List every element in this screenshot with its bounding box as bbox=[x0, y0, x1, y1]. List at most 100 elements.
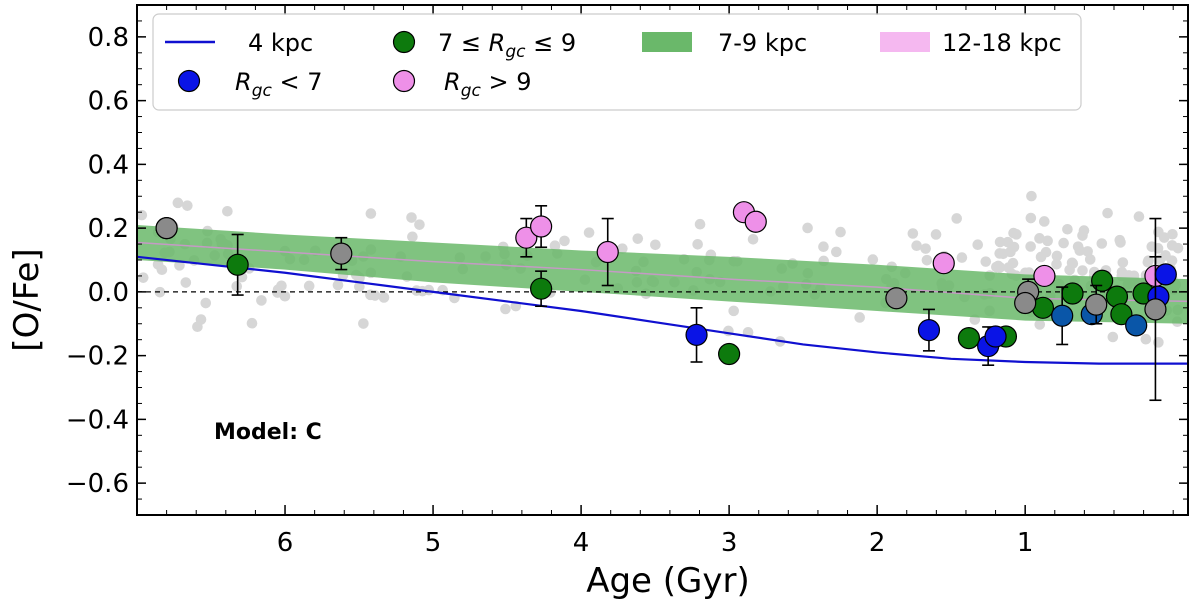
legend-label-outer-part: > 9 bbox=[481, 68, 532, 96]
background-star bbox=[994, 248, 1005, 259]
grey-cluster-point bbox=[155, 217, 178, 240]
y-tick-label: −0.2 bbox=[66, 342, 129, 372]
background-star bbox=[583, 227, 595, 238]
x-tick-label: 3 bbox=[721, 528, 738, 558]
plot-area bbox=[137, 190, 1188, 402]
model-annotation: Model: C bbox=[214, 420, 322, 445]
background-star bbox=[818, 241, 829, 253]
background-star bbox=[559, 235, 570, 247]
background-star bbox=[549, 240, 561, 252]
background-star bbox=[231, 280, 243, 292]
background-star bbox=[1077, 265, 1088, 276]
outer-cluster-point bbox=[932, 252, 955, 275]
background-star bbox=[1026, 190, 1037, 202]
background-star bbox=[137, 272, 149, 283]
outer-cluster-point bbox=[744, 210, 767, 233]
background-star bbox=[407, 231, 418, 243]
background-star bbox=[1160, 250, 1171, 261]
x-tick-label: 4 bbox=[573, 528, 590, 558]
legend-label-solar-part: ≤ 9 bbox=[525, 29, 576, 57]
solar-cluster-point bbox=[530, 277, 553, 300]
background-star bbox=[972, 239, 984, 251]
background-star bbox=[867, 254, 879, 265]
background-star bbox=[137, 209, 148, 221]
axes: 0.8 0.6 0.4 0.2 0.0 −0.2 −0.4 −0.6 6 5 4 3 2 1 bbox=[66, 4, 1189, 558]
legend-label-inner: Rgc < 7 bbox=[235, 68, 322, 101]
background-star bbox=[1005, 246, 1016, 258]
solar-cluster-point bbox=[957, 326, 981, 350]
legend-label-band-7-9: 7-9 kpc bbox=[718, 29, 807, 57]
background-star bbox=[256, 295, 267, 306]
background-star bbox=[500, 303, 511, 315]
background-star bbox=[172, 197, 184, 209]
background-star bbox=[1072, 241, 1084, 252]
background-star bbox=[1102, 207, 1113, 219]
legend-label-band-7-9-part: 7-9 kpc bbox=[718, 29, 807, 57]
background-star bbox=[1011, 229, 1022, 240]
background-star bbox=[1025, 212, 1037, 224]
background-star bbox=[1117, 257, 1129, 268]
solar-cluster-point bbox=[1091, 269, 1114, 292]
legend-marker-outer bbox=[392, 69, 416, 93]
background-star bbox=[1142, 256, 1154, 268]
background-star bbox=[854, 312, 865, 323]
legend-label-outer: Rgc > 9 bbox=[444, 68, 531, 101]
band-center-line bbox=[137, 241, 1188, 303]
y-tick-label: 0.4 bbox=[88, 150, 129, 180]
legend-label-4kpc: 4 kpc bbox=[248, 29, 313, 57]
inner-cluster-point bbox=[685, 323, 708, 347]
background-star bbox=[1051, 258, 1062, 270]
background-star bbox=[1034, 319, 1046, 330]
y-tick-label: 0.8 bbox=[88, 23, 129, 53]
background-star bbox=[222, 205, 233, 217]
background-star bbox=[930, 229, 942, 240]
background-star bbox=[1077, 230, 1088, 241]
background-star bbox=[994, 236, 1006, 248]
outer-cluster-point bbox=[515, 226, 538, 249]
inner-cluster-point bbox=[1125, 314, 1148, 337]
background-star bbox=[728, 305, 739, 317]
inner-cluster-point bbox=[984, 325, 1007, 348]
background-star bbox=[921, 254, 933, 266]
background-star bbox=[1038, 216, 1050, 227]
inner-cluster-point bbox=[917, 319, 941, 342]
y-tick-label: 0.6 bbox=[88, 87, 129, 117]
background-star bbox=[1034, 233, 1045, 244]
legend-label-inner-part: gc bbox=[252, 81, 273, 101]
plot-clipped-group bbox=[137, 190, 1188, 402]
y-tick-label: 0.0 bbox=[88, 278, 129, 308]
background-star bbox=[802, 222, 813, 234]
legend-label-inner-part: R bbox=[235, 68, 252, 96]
legend-label-band-12-18-part: 12-18 kpc bbox=[942, 29, 1062, 57]
background-star bbox=[156, 264, 168, 276]
background-star bbox=[831, 246, 842, 258]
background-star bbox=[951, 213, 963, 224]
x-axis-title: Age (Gyr) bbox=[586, 561, 750, 601]
outer-cluster-point bbox=[596, 240, 619, 264]
background-star bbox=[747, 233, 759, 245]
legend-label-4kpc-part: 4 kpc bbox=[248, 29, 313, 57]
x-tick-label: 1 bbox=[1017, 528, 1034, 558]
legend-label-solar-part: 7 ≤ bbox=[438, 29, 489, 57]
legend-marker-inner bbox=[177, 69, 201, 93]
legend-label-solar-part: gc bbox=[505, 42, 526, 62]
legend-label-solar: 7 ≤ Rgc ≤ 9 bbox=[438, 29, 576, 62]
y-tick-label: 0.2 bbox=[88, 214, 129, 244]
background-star bbox=[1140, 333, 1152, 345]
background-star bbox=[1166, 240, 1178, 251]
inner-cluster-point bbox=[1154, 263, 1177, 286]
background-star bbox=[650, 239, 661, 251]
grey-cluster-point bbox=[1085, 293, 1108, 316]
grey-cluster-point bbox=[1144, 298, 1167, 321]
x-tick-label: 2 bbox=[869, 528, 886, 558]
y-tick-label: −0.6 bbox=[66, 469, 129, 499]
background-star bbox=[1002, 236, 1014, 248]
background-star bbox=[180, 277, 192, 288]
background-star bbox=[406, 212, 417, 223]
background-star bbox=[414, 219, 425, 230]
legend-label-inner-part: < 7 bbox=[272, 68, 323, 96]
legend-box bbox=[152, 13, 1082, 111]
background-star bbox=[1007, 257, 1019, 269]
inner-cluster-point bbox=[1051, 304, 1074, 327]
